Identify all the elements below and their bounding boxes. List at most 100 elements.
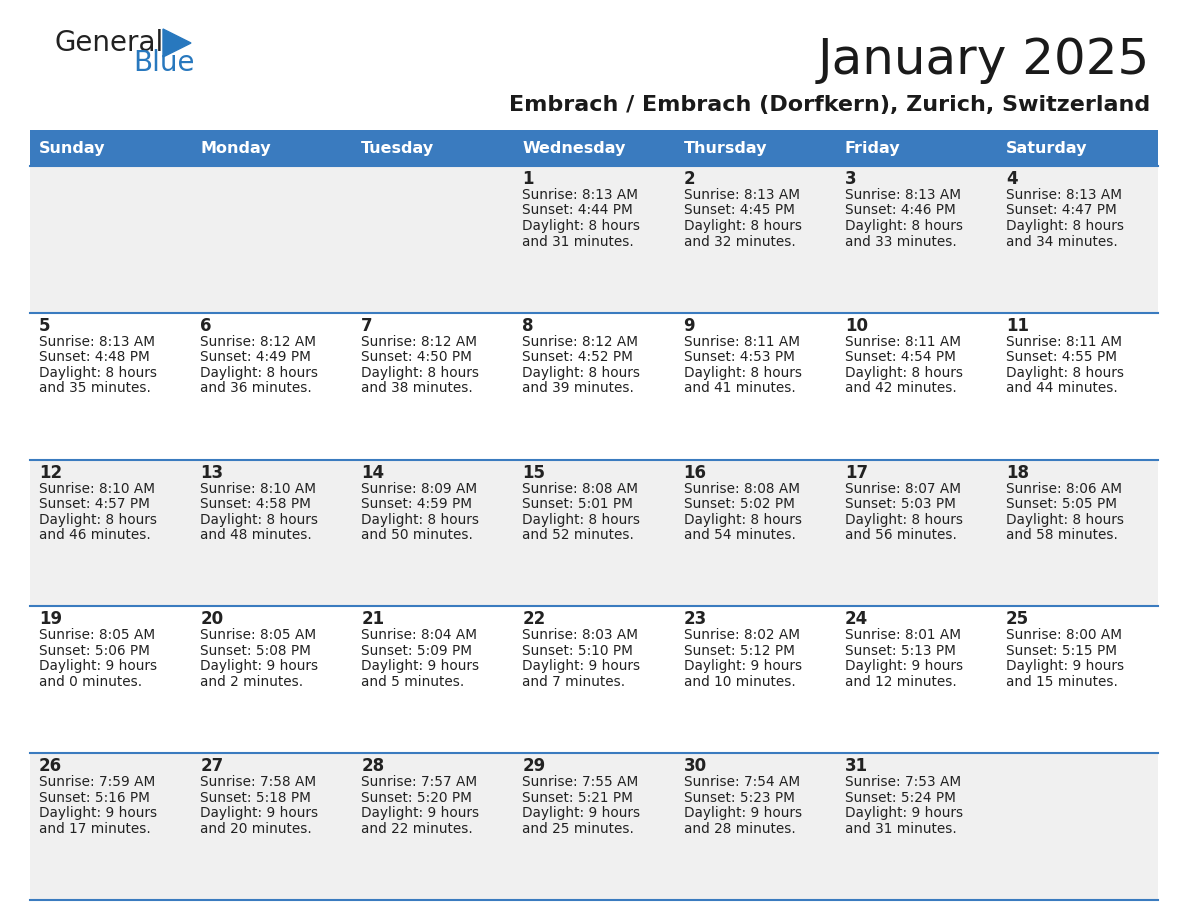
- Text: Sunset: 4:45 PM: Sunset: 4:45 PM: [683, 204, 795, 218]
- Text: and 42 minutes.: and 42 minutes.: [845, 381, 956, 396]
- Text: January 2025: January 2025: [817, 36, 1150, 84]
- Bar: [30, 313, 1158, 460]
- Text: 6: 6: [200, 317, 211, 335]
- Text: 24: 24: [845, 610, 868, 629]
- Text: Daylight: 8 hours: Daylight: 8 hours: [845, 219, 962, 233]
- Text: Sunrise: 8:08 AM: Sunrise: 8:08 AM: [683, 482, 800, 496]
- Text: Daylight: 8 hours: Daylight: 8 hours: [1006, 365, 1124, 380]
- Text: Daylight: 9 hours: Daylight: 9 hours: [361, 806, 480, 820]
- Text: Daylight: 9 hours: Daylight: 9 hours: [845, 659, 962, 674]
- Text: Sunrise: 7:54 AM: Sunrise: 7:54 AM: [683, 775, 800, 789]
- Text: 25: 25: [1006, 610, 1029, 629]
- Polygon shape: [163, 29, 191, 57]
- Text: Daylight: 8 hours: Daylight: 8 hours: [523, 365, 640, 380]
- Bar: [997, 130, 1158, 166]
- Text: Daylight: 8 hours: Daylight: 8 hours: [361, 512, 479, 527]
- Text: Sunrise: 8:02 AM: Sunrise: 8:02 AM: [683, 629, 800, 643]
- Text: and 25 minutes.: and 25 minutes.: [523, 822, 634, 835]
- Text: Daylight: 8 hours: Daylight: 8 hours: [1006, 219, 1124, 233]
- Text: Tuesday: Tuesday: [361, 140, 435, 155]
- Text: Sunrise: 8:08 AM: Sunrise: 8:08 AM: [523, 482, 638, 496]
- Text: Sunrise: 8:12 AM: Sunrise: 8:12 AM: [200, 335, 316, 349]
- Text: Sunrise: 8:13 AM: Sunrise: 8:13 AM: [523, 188, 638, 202]
- Text: Daylight: 9 hours: Daylight: 9 hours: [200, 659, 318, 674]
- Text: Sunset: 4:49 PM: Sunset: 4:49 PM: [200, 351, 311, 364]
- Text: Sunset: 5:15 PM: Sunset: 5:15 PM: [1006, 644, 1117, 658]
- Text: Daylight: 8 hours: Daylight: 8 hours: [683, 219, 802, 233]
- Text: Sunrise: 7:55 AM: Sunrise: 7:55 AM: [523, 775, 639, 789]
- Text: 7: 7: [361, 317, 373, 335]
- Text: Sunset: 4:59 PM: Sunset: 4:59 PM: [361, 498, 473, 511]
- Text: Sunrise: 8:05 AM: Sunrise: 8:05 AM: [39, 629, 156, 643]
- Text: 4: 4: [1006, 170, 1017, 188]
- Text: 20: 20: [200, 610, 223, 629]
- Text: and 35 minutes.: and 35 minutes.: [39, 381, 151, 396]
- Text: Daylight: 9 hours: Daylight: 9 hours: [200, 806, 318, 820]
- Text: Sunset: 5:20 PM: Sunset: 5:20 PM: [361, 790, 472, 805]
- Text: Sunrise: 7:59 AM: Sunrise: 7:59 AM: [39, 775, 156, 789]
- Text: Sunset: 4:50 PM: Sunset: 4:50 PM: [361, 351, 472, 364]
- Text: Daylight: 9 hours: Daylight: 9 hours: [523, 659, 640, 674]
- Text: Embrach / Embrach (Dorfkern), Zurich, Switzerland: Embrach / Embrach (Dorfkern), Zurich, Sw…: [508, 95, 1150, 115]
- Text: Sunrise: 8:11 AM: Sunrise: 8:11 AM: [683, 335, 800, 349]
- Text: Sunset: 4:52 PM: Sunset: 4:52 PM: [523, 351, 633, 364]
- Text: Sunrise: 8:10 AM: Sunrise: 8:10 AM: [200, 482, 316, 496]
- Bar: [835, 130, 997, 166]
- Text: Sunday: Sunday: [39, 140, 106, 155]
- Text: Sunset: 5:05 PM: Sunset: 5:05 PM: [1006, 498, 1117, 511]
- Text: and 31 minutes.: and 31 minutes.: [845, 822, 956, 835]
- Bar: [353, 130, 513, 166]
- Bar: [30, 607, 1158, 753]
- Text: and 22 minutes.: and 22 minutes.: [361, 822, 473, 835]
- Text: Sunset: 4:55 PM: Sunset: 4:55 PM: [1006, 351, 1117, 364]
- Text: Sunset: 5:18 PM: Sunset: 5:18 PM: [200, 790, 311, 805]
- Text: Daylight: 8 hours: Daylight: 8 hours: [361, 365, 479, 380]
- Text: and 33 minutes.: and 33 minutes.: [845, 234, 956, 249]
- Text: and 39 minutes.: and 39 minutes.: [523, 381, 634, 396]
- Text: Sunrise: 7:57 AM: Sunrise: 7:57 AM: [361, 775, 478, 789]
- Text: and 0 minutes.: and 0 minutes.: [39, 675, 143, 688]
- Text: Sunrise: 8:13 AM: Sunrise: 8:13 AM: [683, 188, 800, 202]
- Text: Daylight: 9 hours: Daylight: 9 hours: [1006, 659, 1124, 674]
- Text: Sunset: 4:46 PM: Sunset: 4:46 PM: [845, 204, 955, 218]
- Text: 15: 15: [523, 464, 545, 482]
- Text: 23: 23: [683, 610, 707, 629]
- Text: Sunset: 4:44 PM: Sunset: 4:44 PM: [523, 204, 633, 218]
- Text: Sunrise: 8:13 AM: Sunrise: 8:13 AM: [39, 335, 154, 349]
- Text: 5: 5: [39, 317, 51, 335]
- Text: Daylight: 8 hours: Daylight: 8 hours: [683, 365, 802, 380]
- Text: 11: 11: [1006, 317, 1029, 335]
- Text: Thursday: Thursday: [683, 140, 767, 155]
- Text: and 15 minutes.: and 15 minutes.: [1006, 675, 1118, 688]
- Text: 9: 9: [683, 317, 695, 335]
- Text: Sunrise: 8:13 AM: Sunrise: 8:13 AM: [1006, 188, 1121, 202]
- Text: Sunrise: 8:07 AM: Sunrise: 8:07 AM: [845, 482, 961, 496]
- Bar: [513, 130, 675, 166]
- Text: Sunset: 4:48 PM: Sunset: 4:48 PM: [39, 351, 150, 364]
- Bar: [30, 130, 191, 166]
- Text: and 41 minutes.: and 41 minutes.: [683, 381, 795, 396]
- Text: 22: 22: [523, 610, 545, 629]
- Text: and 2 minutes.: and 2 minutes.: [200, 675, 303, 688]
- Text: and 58 minutes.: and 58 minutes.: [1006, 528, 1118, 543]
- Text: and 10 minutes.: and 10 minutes.: [683, 675, 795, 688]
- Text: and 52 minutes.: and 52 minutes.: [523, 528, 634, 543]
- Text: Sunset: 5:13 PM: Sunset: 5:13 PM: [845, 644, 955, 658]
- Text: 12: 12: [39, 464, 62, 482]
- Text: and 7 minutes.: and 7 minutes.: [523, 675, 626, 688]
- Text: Sunset: 4:47 PM: Sunset: 4:47 PM: [1006, 204, 1117, 218]
- Text: Sunrise: 8:06 AM: Sunrise: 8:06 AM: [1006, 482, 1121, 496]
- Text: and 56 minutes.: and 56 minutes.: [845, 528, 956, 543]
- Bar: [30, 460, 1158, 607]
- Text: Daylight: 8 hours: Daylight: 8 hours: [39, 512, 157, 527]
- Text: 16: 16: [683, 464, 707, 482]
- Text: and 50 minutes.: and 50 minutes.: [361, 528, 473, 543]
- Text: 14: 14: [361, 464, 385, 482]
- Text: Sunset: 4:54 PM: Sunset: 4:54 PM: [845, 351, 955, 364]
- Text: 10: 10: [845, 317, 867, 335]
- Text: 28: 28: [361, 757, 385, 775]
- Text: 1: 1: [523, 170, 533, 188]
- Text: Daylight: 8 hours: Daylight: 8 hours: [1006, 512, 1124, 527]
- Text: and 12 minutes.: and 12 minutes.: [845, 675, 956, 688]
- Text: Sunrise: 8:05 AM: Sunrise: 8:05 AM: [200, 629, 316, 643]
